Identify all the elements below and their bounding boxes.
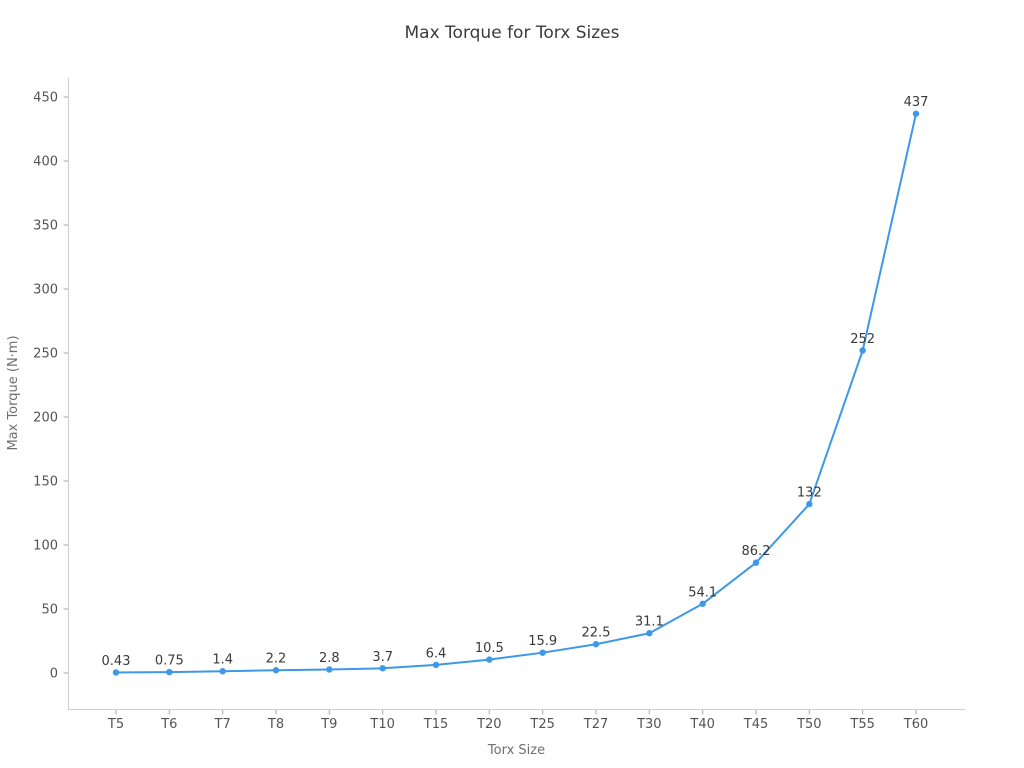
data-point-label: 2.8: [319, 651, 340, 666]
x-tick-label: T60: [903, 717, 928, 732]
torque-series-line: [115, 112, 917, 674]
data-point: [219, 668, 226, 675]
x-tick-label: T50: [796, 717, 821, 732]
y-tick-label: 400: [33, 155, 58, 170]
y-tick-label: 350: [33, 219, 58, 234]
data-point-label: 3.7: [372, 650, 393, 665]
data-point: [379, 665, 386, 672]
x-axis-label: Torx Size: [487, 743, 546, 758]
x-tick-label: T6: [160, 717, 177, 732]
data-point-label: 252: [850, 332, 875, 347]
data-point: [539, 649, 546, 656]
data-point: [859, 347, 866, 354]
y-tick-label: 50: [41, 603, 58, 618]
data-point: [752, 559, 760, 566]
x-tick-label: T20: [476, 717, 501, 732]
data-point: [699, 600, 706, 607]
y-tick-label: 100: [33, 539, 58, 554]
data-point-label: 31.1: [635, 615, 664, 630]
x-tick-label: T8: [267, 717, 284, 732]
x-tick-label: T27: [583, 717, 608, 732]
data-point-label: 1.4: [212, 653, 233, 668]
y-tick-label: 450: [33, 91, 58, 106]
chart-title: Max Torque for Torx Sizes: [404, 23, 620, 43]
data-point-label: 2.2: [266, 652, 287, 667]
data-point-label: 10.5: [475, 641, 504, 656]
x-tick-label: T25: [529, 717, 554, 732]
y-tick-label: 200: [33, 411, 58, 426]
x-tick-label: T15: [423, 717, 448, 732]
y-tick-label: 150: [33, 475, 58, 490]
x-tick-label: T55: [849, 717, 874, 732]
data-point: [912, 110, 920, 117]
data-point: [592, 641, 600, 648]
data-point-label: 54.1: [688, 585, 717, 600]
data-point-label: 437: [904, 95, 929, 110]
data-point-label: 22.5: [582, 626, 611, 641]
data-point: [272, 667, 280, 674]
data-point: [646, 630, 653, 637]
x-tick-label: T45: [743, 717, 768, 732]
data-point-label: 15.9: [528, 634, 557, 649]
x-tick-label: T10: [369, 717, 394, 732]
data-point-label: 6.4: [426, 646, 447, 661]
data-point: [166, 668, 173, 676]
y-tick-label: 300: [33, 283, 58, 298]
x-tick-label: T9: [320, 717, 337, 732]
data-point-label: 132: [797, 486, 822, 501]
y-tick-label: 0: [50, 667, 58, 682]
data-point-label: 86.2: [742, 544, 771, 559]
data-point-label: 0.43: [102, 654, 131, 669]
data-point-label: 0.75: [155, 654, 184, 669]
data-point: [326, 666, 333, 673]
x-tick-label: T30: [636, 717, 661, 732]
y-tick-label: 250: [33, 347, 58, 362]
data-point: [486, 656, 493, 663]
data-point: [112, 669, 120, 676]
data-point: [806, 500, 813, 508]
x-tick-label: T40: [689, 717, 714, 732]
x-tick-label: T7: [214, 717, 231, 732]
data-point: [432, 661, 440, 669]
x-tick-label: T5: [107, 717, 124, 732]
